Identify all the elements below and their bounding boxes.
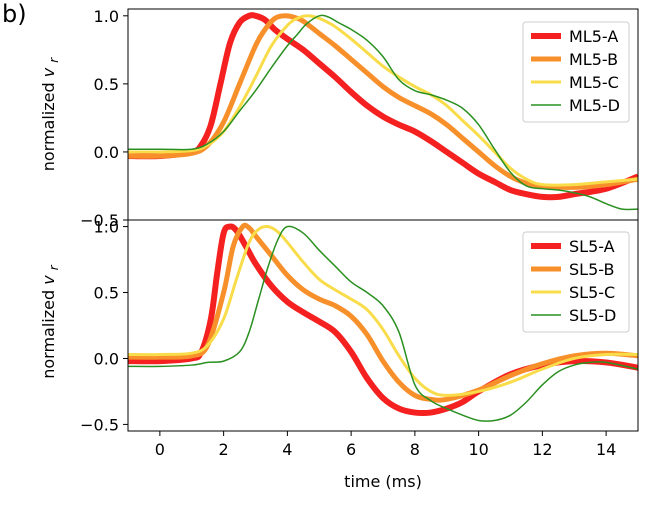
top-legend-label-ml5-b: ML5-B: [569, 50, 618, 69]
top-legend-label-ml5-d: ML5-D: [569, 96, 620, 115]
top-legend-label-ml5-c: ML5-C: [569, 73, 619, 92]
bottom-xtick-label: 12: [532, 440, 552, 459]
bottom-legend: SL5-A SL5-B SL5-C SL5-D: [522, 231, 630, 333]
top-legend-frame: [522, 21, 630, 123]
bottom-ylabel-word: normalized: [39, 290, 58, 379]
bottom-ylabel-subscript: r: [47, 264, 61, 270]
bottom-xtick-label: 10: [468, 440, 488, 459]
panel-label: b): [2, 0, 27, 28]
top-chart-panel: −0.5 0.0 0.5 1.0 ML5-A ML5-B ML5-C ML5-D norma…: [39, 7, 639, 230]
bottom-legend-frame: [522, 231, 630, 333]
bottom-ticks-layer: −0.5 0.0 0.5 1.0 0 2 4 6 8 10 12 14: [80, 218, 616, 459]
top-legend: ML5-A ML5-B ML5-C ML5-D: [522, 21, 630, 123]
top-legend-label-ml5-a: ML5-A: [569, 27, 618, 46]
bottom-series-line-sl5-b: [128, 222, 638, 403]
bottom-legend-label-sl5-b: SL5-B: [569, 260, 614, 279]
bottom-ylabel: normalized v r: [39, 264, 61, 379]
top-ytick-label: 0.5: [94, 75, 119, 94]
top-ytick-label: 1.0: [94, 7, 119, 26]
bottom-series-line-sl5-d: [128, 225, 638, 422]
top-series-line-ml5-b: [128, 13, 638, 190]
bottom-xlabel: time (ms): [344, 472, 422, 491]
bottom-ytick-label: 0.0: [94, 349, 119, 368]
top-ytick-label: −0.5: [80, 211, 119, 230]
top-ylabel-word: normalized: [39, 82, 58, 171]
top-ylabel-symbol: v: [39, 67, 58, 77]
bottom-xtick-label: 2: [219, 440, 229, 459]
bottom-ytick-label: 1.0: [94, 218, 119, 237]
bottom-ytick-label: −0.5: [80, 415, 119, 434]
top-ytick-label: 0.0: [94, 143, 119, 162]
bottom-legend-label-sl5-c: SL5-C: [569, 283, 615, 302]
bottom-xtick-label: 0: [155, 440, 165, 459]
top-ylabel: normalized v r: [39, 57, 61, 172]
bottom-xtick-label: 8: [410, 440, 420, 459]
top-series-line-ml5-a: [128, 12, 638, 201]
bottom-xtick-label: 6: [346, 440, 356, 459]
bottom-plot-frame: [127, 219, 639, 432]
bottom-series-layer: [128, 222, 638, 422]
top-series-line-ml5-d: [128, 14, 638, 211]
bottom-ylabel-symbol: v: [39, 275, 58, 285]
bottom-legend-label-sl5-a: SL5-A: [569, 237, 615, 256]
top-series-layer: [128, 12, 638, 211]
bottom-chart-panel: −0.5 0.0 0.5 1.0 0 2 4 6 8 10 12 14 SL5-A SL5-B SL5-C…: [39, 218, 639, 491]
bottom-ytick-label: 0.5: [94, 284, 119, 303]
bottom-series-line-sl5-c: [128, 224, 638, 397]
top-ticks-layer: −0.5 0.0 0.5 1.0: [80, 7, 128, 230]
top-ylabel-subscript: r: [47, 57, 61, 63]
bottom-legend-label-sl5-d: SL5-D: [569, 306, 616, 325]
bottom-xtick-label: 4: [282, 440, 292, 459]
bottom-xtick-label: 14: [596, 440, 616, 459]
top-series-line-ml5-c: [128, 14, 638, 187]
